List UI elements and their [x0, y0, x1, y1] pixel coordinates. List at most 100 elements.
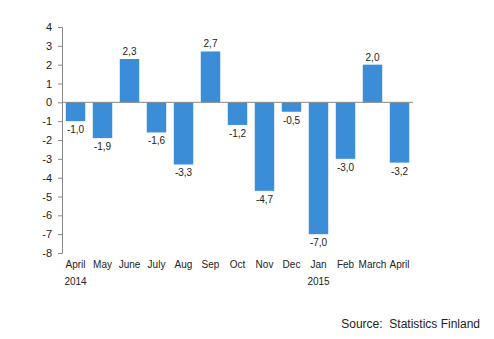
year-label: 2015 [307, 276, 330, 287]
y-tick-mark [58, 102, 62, 103]
bar [309, 102, 328, 234]
y-axis: -8 -7 -6 -5 -4 -3 -2 -1 0 1 2 3 4 [42, 21, 62, 259]
x-tick-label: July [148, 259, 166, 270]
x-tick-label: Sep [202, 259, 220, 270]
data-label: -1,9 [94, 141, 112, 152]
x-tick-label: Aug [175, 259, 193, 270]
data-label: 2,7 [204, 38, 218, 49]
year-labels: 2014 2015 [64, 276, 330, 287]
y-tick-label: -4 [42, 172, 52, 184]
x-tick: June [119, 259, 141, 270]
y-tick-mark [58, 159, 62, 160]
y-tick-label: 0 [46, 96, 52, 108]
y-tick: -1 [42, 115, 62, 127]
bar [66, 102, 85, 121]
x-tick: July [148, 259, 166, 270]
bar [228, 102, 247, 125]
y-tick-mark [58, 84, 62, 85]
year-label: 2014 [64, 276, 87, 287]
x-tick: April [65, 259, 85, 270]
y-tick-label: -6 [42, 209, 52, 221]
x-axis: April May June July Aug Sep Oct Nov Dec Jan Feb Mar… [65, 259, 409, 270]
zero-line [62, 102, 413, 103]
y-tick-label: 1 [46, 78, 52, 90]
data-label: 2,3 [123, 46, 137, 57]
y-tick-mark [58, 27, 62, 28]
x-tick-label: April [65, 259, 85, 270]
y-tick: -7 [42, 228, 62, 240]
y-tick-mark [58, 197, 62, 198]
y-tick-mark [58, 121, 62, 122]
x-tick-label: Jan [310, 259, 326, 270]
x-tick-label: June [119, 259, 141, 270]
x-tick-label: Nov [256, 259, 274, 270]
y-tick-label: -7 [42, 228, 52, 240]
x-tick-label: Dec [283, 259, 301, 270]
y-tick: -6 [42, 209, 62, 221]
bar [174, 102, 193, 164]
y-tick-label: -2 [42, 134, 52, 146]
x-tick: Nov [256, 259, 274, 270]
y-tick: 0 [46, 96, 62, 108]
source: Source: Statistics Finland [341, 317, 480, 331]
x-tick: Feb [337, 259, 355, 270]
x-tick: May [93, 259, 112, 270]
x-tick-label: Feb [337, 259, 355, 270]
bar [282, 102, 301, 111]
data-label: -7,0 [310, 237, 328, 248]
bar [147, 102, 166, 132]
x-tick: Dec [283, 259, 301, 270]
bar [93, 102, 112, 138]
data-label: -1,0 [67, 124, 85, 135]
x-tick: April [389, 259, 409, 270]
x-tick: Jan [310, 259, 326, 270]
y-tick-label: -3 [42, 153, 52, 165]
data-label: -4,7 [256, 194, 274, 205]
y-tick-mark [58, 46, 62, 47]
bars [66, 51, 409, 234]
y-axis-line [58, 28, 63, 254]
y-tick: 1 [46, 78, 62, 90]
y-tick: 3 [46, 40, 62, 52]
y-tick-label: -8 [42, 247, 52, 259]
y-tick-mark [58, 65, 62, 66]
y-tick-mark [58, 215, 62, 216]
bar [201, 51, 220, 102]
x-tick: Aug [175, 259, 193, 270]
bar [363, 65, 382, 103]
y-tick-mark [58, 253, 62, 254]
chart: -8 -7 -6 -5 -4 -3 -2 -1 0 1 2 3 4 -1,0 -1,9 2,3 -1,6 -3,3… [0, 0, 494, 339]
y-tick-mark [58, 140, 62, 141]
bar [120, 59, 139, 102]
x-tick-label: May [93, 259, 112, 270]
data-label: -1,2 [229, 128, 247, 139]
y-tick-label: 3 [46, 40, 52, 52]
x-tick-label: April [389, 259, 409, 270]
y-tick-label: -1 [42, 115, 52, 127]
data-label: -3,2 [391, 166, 409, 177]
y-tick-mark [58, 234, 62, 235]
y-tick-label: 2 [46, 59, 52, 71]
y-tick-mark [58, 178, 62, 179]
x-tick-label: March [359, 259, 387, 270]
y-tick-label: -5 [42, 191, 52, 203]
data-label: -3,3 [175, 167, 193, 178]
data-label: 2,0 [366, 52, 380, 63]
x-tick: Oct [230, 259, 246, 270]
data-label: -1,6 [148, 135, 166, 146]
data-label: -3,0 [337, 162, 355, 173]
bar [390, 102, 409, 162]
y-tick: -5 [42, 191, 62, 203]
bar [255, 102, 274, 191]
y-tick: -3 [42, 153, 62, 165]
y-tick: -4 [42, 172, 62, 184]
x-tick-label: Oct [230, 259, 246, 270]
x-tick: Sep [202, 259, 220, 270]
bar [336, 102, 355, 159]
y-tick: 4 [46, 21, 62, 33]
data-label: -0,5 [283, 115, 301, 126]
x-tick: March [359, 259, 387, 270]
y-tick: -2 [42, 134, 62, 146]
y-tick: 2 [46, 59, 62, 71]
data-labels: -1,0 -1,9 2,3 -1,6 -3,3 2,7 -1,2 -4,7 -0,5 -7,0 -3… [67, 38, 409, 248]
